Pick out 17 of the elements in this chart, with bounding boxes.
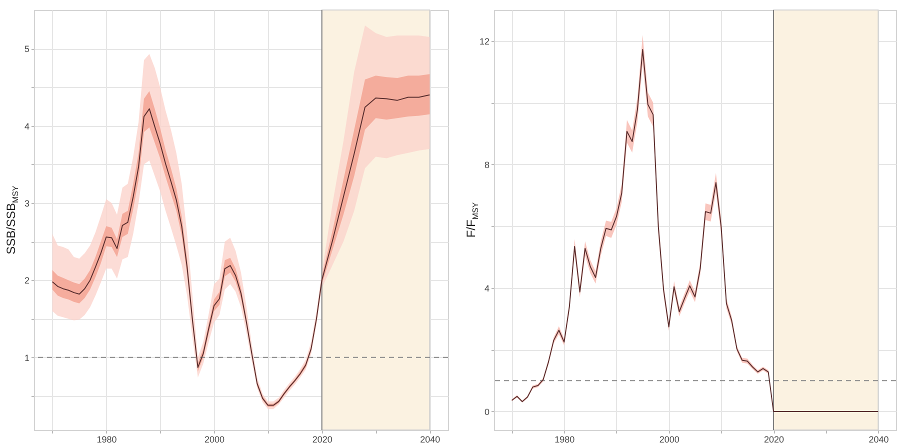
y-tick-label: 4 [24, 121, 30, 132]
x-tick-label: 1980 [554, 434, 575, 444]
y-tick-label: 4 [484, 283, 490, 294]
x-tick-label: 1980 [96, 434, 117, 444]
x-tick-label: 2040 [420, 434, 440, 444]
x-tick-label: 2000 [204, 434, 225, 444]
y-tick-label: 5 [24, 44, 30, 54]
y-tick-label: 3 [24, 198, 30, 209]
y-tick-label: 12 [479, 36, 490, 46]
x-tick-label: 2000 [659, 434, 680, 444]
y-tick-label: 0 [484, 406, 490, 417]
y-tick-label: 2 [24, 276, 30, 286]
y-tick-label: 1 [24, 352, 30, 363]
y-tick-label: 8 [484, 160, 490, 170]
x-tick-label: 2020 [764, 434, 784, 444]
x-tick-label: 2020 [312, 434, 332, 444]
x-tick-label: 2040 [868, 434, 889, 444]
